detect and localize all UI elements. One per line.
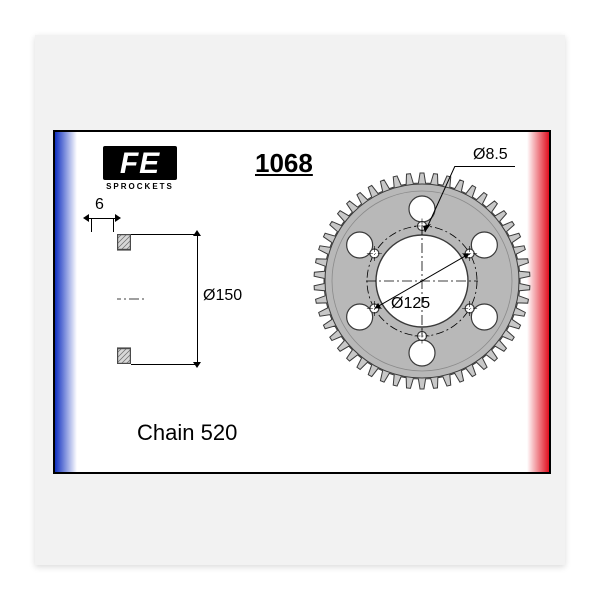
- dim-hub-bore-arrow-t: [193, 230, 201, 236]
- dim-hub-bore-line: [197, 234, 198, 364]
- brand-logo-main: FE: [103, 146, 177, 180]
- dim-bolt-hole-label: Ø8.5: [473, 146, 508, 164]
- dim-bolt-circle-label: Ø125: [391, 295, 430, 313]
- flag-stripe-blue: [55, 132, 77, 472]
- dim-bolt-hole-leader-h: [455, 166, 515, 167]
- dim-hub-bore-arrow-b: [193, 362, 201, 368]
- dim-hub-bore-label: Ø150: [203, 287, 242, 305]
- sprocket-front-view: [307, 166, 537, 396]
- dim-hub-bore-ext-b: [131, 364, 199, 365]
- brand-logo-sub: SPROCKETS: [103, 182, 177, 191]
- dim-thickness-label: 6: [95, 196, 104, 214]
- dim-thickness-ext-r: [113, 218, 114, 232]
- dim-thickness-arrow-l: [83, 214, 89, 222]
- diagram-frame: FE SPROCKETS 1068 Chain 520 6 Ø150 Ø125 …: [53, 130, 551, 474]
- dim-bolt-hole-leader-diag: [423, 166, 457, 234]
- part-number: 1068: [255, 148, 313, 179]
- dim-thickness-ext-l: [91, 218, 92, 232]
- dim-hub-bore-ext-t: [131, 234, 199, 235]
- card-background: FE SPROCKETS 1068 Chain 520 6 Ø150 Ø125 …: [35, 35, 565, 565]
- chain-spec: Chain 520: [137, 420, 237, 446]
- dim-thickness-arrow-r: [115, 214, 121, 222]
- brand-logo: FE SPROCKETS: [103, 146, 177, 191]
